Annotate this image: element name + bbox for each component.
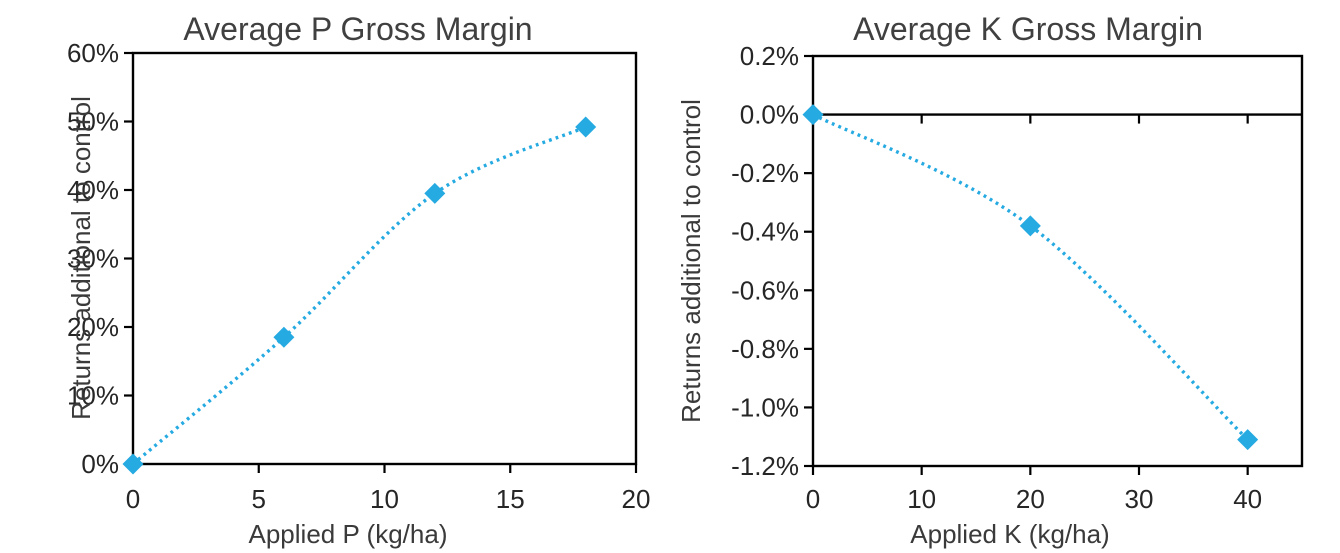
x-tick-label: 10	[907, 484, 936, 514]
y-tick-label: -1.0%	[731, 392, 799, 422]
y-tick-label: 60%	[67, 38, 119, 68]
y-tick-label: 0%	[81, 449, 119, 479]
y-axis-title: Returns additional to control	[676, 99, 706, 423]
x-tick-label: 20	[1016, 484, 1045, 514]
plot-border	[811, 54, 1304, 468]
y-tick-label: -0.4%	[731, 217, 799, 247]
trendline	[131, 125, 587, 466]
data-point-marker	[273, 326, 295, 348]
y-tick-label: -0.6%	[731, 275, 799, 305]
k-chart-canvas: 0.2% 0.0% -0.2% -0.4% -0.6% -0.8% -1.0% -1.2%0 1…	[676, 11, 1304, 549]
y-tick-label: -0.2%	[731, 158, 799, 188]
data-point-marker	[575, 116, 597, 138]
y-tick-label: 10%	[67, 381, 119, 411]
p-chart-canvas: 0% 10% 20% 30% 40% 50% 60% 0 5 10 15 20 Average P G…	[66, 11, 651, 549]
data-point-marker	[802, 104, 824, 126]
data-point-marker	[1237, 429, 1259, 451]
y-tick-label: -1.2%	[731, 451, 799, 481]
x-tick-label: 10	[370, 484, 399, 514]
x-tick-label: 20	[622, 484, 651, 514]
x-tick-label: 0	[806, 484, 820, 514]
x-tick-label: 40	[1233, 484, 1262, 514]
data-point-marker	[1019, 215, 1041, 237]
k-gross-margin-chart: 0.2% 0.0% -0.2% -0.4% -0.6% -0.8% -1.0% -1.2% 0 1…	[670, 0, 1340, 553]
data-point-marker	[424, 182, 446, 204]
x-axis-title: Applied P (kg/ha)	[249, 519, 448, 549]
y-tick-label: -0.8%	[731, 334, 799, 364]
y-tick-label: 30%	[67, 244, 119, 274]
x-tick-label: 30	[1125, 484, 1154, 514]
plot-border	[131, 51, 638, 466]
chart-title: Average K Gross Margin	[853, 11, 1203, 47]
y-tick-label: 50%	[67, 107, 119, 137]
chart-title: Average P Gross Margin	[183, 11, 532, 47]
x-axis-title: Applied K (kg/ha)	[910, 519, 1109, 549]
y-tick-label: 0.0%	[740, 100, 799, 130]
p-gross-margin-chart: 0% 10% 20% 30% 40% 50% 60% 0 5 10 15 20 Average P G…	[66, 11, 651, 549]
y-tick-label: 40%	[67, 175, 119, 205]
data-point-marker	[122, 453, 144, 475]
x-tick-label: 0	[126, 484, 140, 514]
y-tick-label: 20%	[67, 312, 119, 342]
y-axis-title: Returns additional to control	[66, 96, 96, 420]
x-tick-label: 5	[252, 484, 266, 514]
y-tick-label: 0.2%	[740, 41, 799, 71]
x-tick-label: 15	[496, 484, 525, 514]
